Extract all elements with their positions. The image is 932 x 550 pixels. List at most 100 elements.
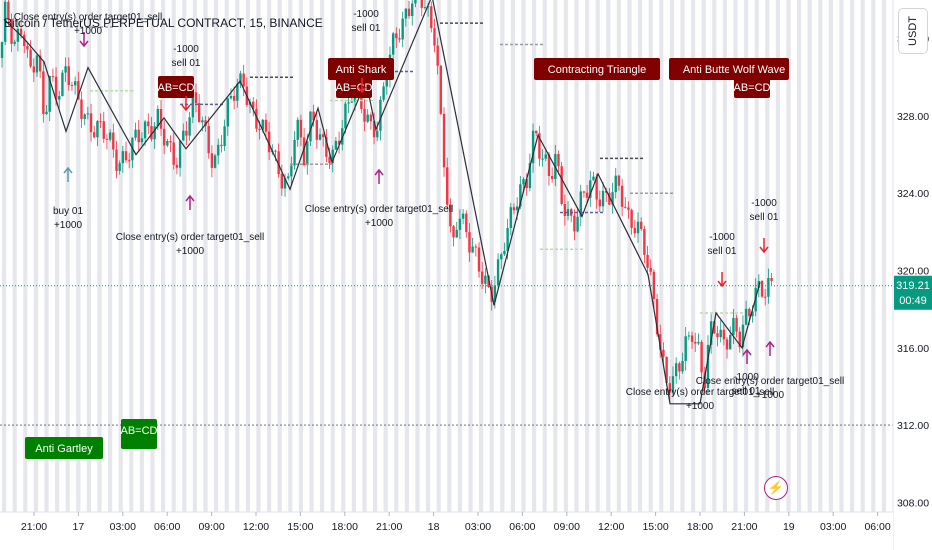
pattern-label-box [328,58,394,80]
candle [411,3,414,16]
candle [506,228,509,251]
candle [595,176,598,200]
candle [563,203,567,216]
candle [13,41,16,44]
candle [614,175,617,193]
candle [344,103,347,129]
candle [611,192,614,205]
candle [592,176,595,181]
trade-label: -1000 [733,372,759,383]
candle [687,335,691,337]
candle [80,99,83,119]
candle [299,119,303,138]
session-band [797,0,802,512]
lightning-icon[interactable]: ⚡ [764,476,788,500]
candle [407,8,411,16]
time-tick: 06:00 [154,521,180,533]
candle [7,1,10,20]
session-band [394,0,399,512]
session-band [447,0,452,512]
pattern-label: AB=CD [158,82,195,94]
candle [446,167,449,205]
candle [134,129,137,138]
candle [318,134,322,140]
currency-button[interactable]: USDT [898,8,928,54]
session-band [468,0,473,512]
session-band [595,0,600,512]
session-band [214,0,219,512]
session-band [553,0,558,512]
candle [290,165,293,177]
session-band [606,0,611,512]
candle [522,179,525,185]
candle [474,246,478,248]
session-band [235,0,240,512]
trade-label: -1000 [751,198,777,209]
candle [58,96,61,100]
candle [535,130,538,134]
candle [274,150,277,152]
candle [633,227,637,234]
candle [496,259,500,286]
candle [232,96,236,101]
candle [89,113,93,133]
trade-qty: +1000 [365,218,394,229]
candle [293,139,296,166]
trade-label: Close entry(s) order target01_sell [305,204,453,215]
time-tick: 18:00 [687,521,713,533]
candle [566,209,570,216]
candle [646,254,649,268]
candle [156,108,160,127]
candle [220,144,223,147]
candle [550,175,554,179]
session-band [722,0,727,512]
candle [579,191,582,217]
time-tick: 21:00 [731,521,757,533]
symbol-title[interactable]: Bitcoin / TetherUS PERPETUAL CONTRACT, 1… [4,16,323,30]
session-band [298,0,303,512]
candle [414,0,417,4]
candle [175,164,179,168]
trade-label: Close entry(s) order target01_sell [14,12,162,23]
pattern-label: AB=CD [121,425,158,437]
candle [395,33,398,39]
trade-arrow-head [79,40,89,48]
candle [166,141,169,146]
session-band [648,0,653,512]
candle [35,55,39,73]
candle [659,334,662,350]
candle [226,98,229,127]
session-band [415,0,420,512]
candle [19,28,23,35]
candle [70,85,74,87]
candle [23,34,26,46]
currency-label: USDT [907,16,919,46]
price-tick: 312.00 [897,420,929,432]
candle [582,191,586,193]
candle [32,66,35,73]
candle [741,324,745,348]
session-band [86,0,91,512]
candle [261,119,264,130]
time-tick: 18 [428,521,440,533]
pattern-label-box [734,76,770,98]
session-band [129,0,134,512]
candle [185,130,188,136]
time-tick: 17 [73,521,85,533]
candle [528,163,532,189]
session-band [108,0,113,512]
session-band [563,0,568,512]
candle [690,335,694,342]
candle [477,247,481,272]
pattern-label: AB=CD [734,82,771,94]
candle [681,360,684,372]
candle [159,108,163,129]
candle [697,341,700,344]
candle [10,19,13,44]
candle [372,121,376,138]
candle [48,76,51,112]
candle [601,190,605,207]
session-band [362,0,367,512]
